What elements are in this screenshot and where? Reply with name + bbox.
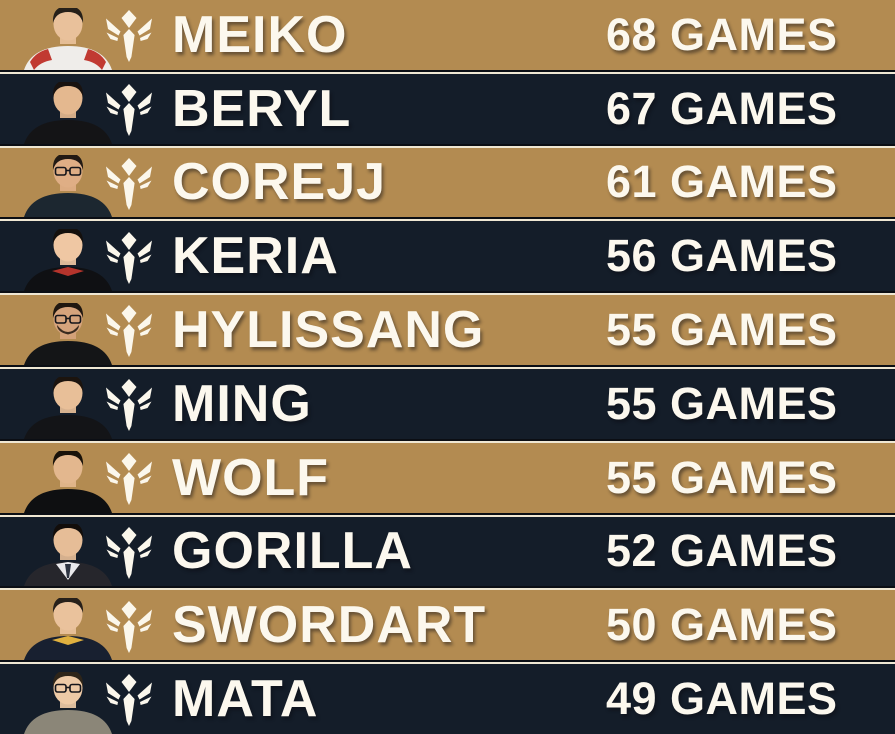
player-photo	[6, 302, 130, 365]
support-role-icon-glyph	[106, 453, 152, 506]
player-name: MATA	[172, 670, 319, 729]
player-photo	[6, 524, 130, 587]
row-separator	[0, 438, 895, 443]
player-avatar-illustration	[24, 376, 112, 439]
row-separator	[0, 143, 895, 148]
player-name: GORILLA	[172, 522, 413, 581]
support-role-icon-glyph	[106, 379, 152, 432]
games-count: 67 GAMES	[606, 82, 838, 134]
games-count: 68 GAMES	[606, 8, 838, 60]
player-photo	[6, 229, 130, 292]
row-separator	[0, 217, 895, 222]
player-name: BERYL	[172, 79, 352, 138]
player-name: WOLF	[172, 448, 330, 507]
player-name: COREJJ	[172, 153, 387, 212]
player-avatar-illustration	[24, 598, 112, 661]
player-row: COREJJ 61 GAMES	[0, 147, 895, 218]
games-count: 55 GAMES	[606, 304, 838, 356]
player-name: MING	[172, 374, 312, 433]
player-photo	[6, 450, 130, 513]
player-photo	[6, 671, 130, 734]
support-role-icon	[106, 600, 152, 653]
player-row: SWORDART 50 GAMES	[0, 590, 895, 661]
support-role-icon	[106, 526, 152, 579]
player-avatar-illustration	[24, 671, 112, 734]
player-avatar-illustration	[24, 155, 112, 218]
player-photo	[6, 7, 130, 70]
row-separator	[0, 364, 895, 369]
player-photo	[6, 155, 130, 218]
row-separator	[0, 512, 895, 517]
support-role-icon-glyph	[106, 674, 152, 727]
support-role-icon	[106, 453, 152, 506]
player-photo	[6, 81, 130, 144]
games-count: 50 GAMES	[606, 599, 838, 651]
player-row: MATA 49 GAMES	[0, 664, 895, 734]
games-count: 52 GAMES	[606, 525, 838, 577]
player-avatar-illustration	[24, 450, 112, 513]
support-role-icon	[106, 305, 152, 358]
player-row: MING 55 GAMES	[0, 368, 895, 439]
player-name: SWORDART	[172, 596, 487, 655]
support-role-icon-glyph	[106, 84, 152, 137]
support-role-icon-glyph	[106, 305, 152, 358]
games-count: 56 GAMES	[606, 230, 838, 282]
support-role-icon	[106, 157, 152, 210]
player-name: KERIA	[172, 227, 339, 286]
player-avatar-illustration	[24, 302, 112, 365]
player-name: HYLISSANG	[172, 301, 485, 360]
player-photo	[6, 598, 130, 661]
row-separator	[0, 291, 895, 296]
support-role-icon	[106, 674, 152, 727]
support-role-icon-glyph	[106, 157, 152, 210]
support-role-icon-glyph	[106, 231, 152, 284]
support-role-icon	[106, 379, 152, 432]
games-count: 55 GAMES	[606, 451, 838, 503]
player-avatar-illustration	[24, 81, 112, 144]
player-photo	[6, 376, 130, 439]
games-count: 55 GAMES	[606, 377, 838, 429]
player-row: HYLISSANG 55 GAMES	[0, 295, 895, 365]
player-name: MEIKO	[172, 5, 348, 64]
support-role-icon-glyph	[106, 10, 152, 63]
row-separator	[0, 586, 895, 591]
row-separator	[0, 660, 895, 665]
player-avatar-illustration	[24, 229, 112, 292]
support-role-icon-glyph	[106, 526, 152, 579]
player-row: WOLF 55 GAMES	[0, 442, 895, 513]
player-row: GORILLA 52 GAMES	[0, 516, 895, 587]
row-separator	[0, 69, 895, 74]
support-role-icon	[106, 231, 152, 284]
games-count: 49 GAMES	[606, 673, 838, 725]
support-role-icon	[106, 84, 152, 137]
player-row: BERYL 67 GAMES	[0, 73, 895, 144]
player-avatar-illustration	[24, 7, 112, 70]
support-role-icon-glyph	[106, 600, 152, 653]
player-avatar-illustration	[24, 524, 112, 587]
player-row: MEIKO 68 GAMES	[0, 0, 895, 70]
games-count: 61 GAMES	[606, 156, 838, 208]
support-role-icon	[106, 10, 152, 63]
player-row: KERIA 56 GAMES	[0, 221, 895, 292]
